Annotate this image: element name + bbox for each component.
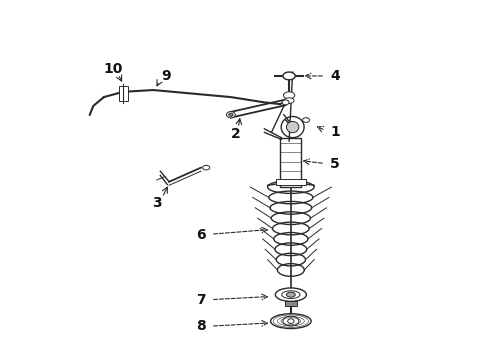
Ellipse shape bbox=[283, 92, 295, 99]
Text: 3: 3 bbox=[152, 196, 162, 210]
Ellipse shape bbox=[282, 100, 289, 105]
Text: 1: 1 bbox=[330, 125, 340, 139]
Text: 9: 9 bbox=[161, 69, 171, 83]
Ellipse shape bbox=[229, 113, 233, 116]
Text: 4: 4 bbox=[330, 69, 340, 83]
Text: 6: 6 bbox=[196, 228, 206, 242]
Ellipse shape bbox=[226, 112, 235, 118]
Ellipse shape bbox=[302, 118, 310, 122]
Ellipse shape bbox=[284, 98, 294, 103]
Text: 10: 10 bbox=[103, 62, 122, 76]
FancyBboxPatch shape bbox=[119, 86, 128, 101]
Text: 7: 7 bbox=[196, 293, 206, 307]
Ellipse shape bbox=[275, 288, 306, 301]
Ellipse shape bbox=[270, 314, 311, 329]
Ellipse shape bbox=[283, 316, 299, 326]
Ellipse shape bbox=[282, 291, 300, 298]
FancyBboxPatch shape bbox=[276, 179, 306, 185]
Ellipse shape bbox=[288, 319, 294, 323]
Text: 8: 8 bbox=[196, 319, 206, 333]
Ellipse shape bbox=[287, 292, 295, 297]
FancyBboxPatch shape bbox=[280, 138, 301, 187]
Ellipse shape bbox=[287, 121, 299, 133]
Ellipse shape bbox=[281, 117, 304, 138]
Text: 5: 5 bbox=[330, 157, 340, 171]
Text: 2: 2 bbox=[231, 127, 241, 141]
FancyBboxPatch shape bbox=[285, 301, 297, 306]
Ellipse shape bbox=[203, 165, 210, 170]
Ellipse shape bbox=[283, 72, 295, 80]
